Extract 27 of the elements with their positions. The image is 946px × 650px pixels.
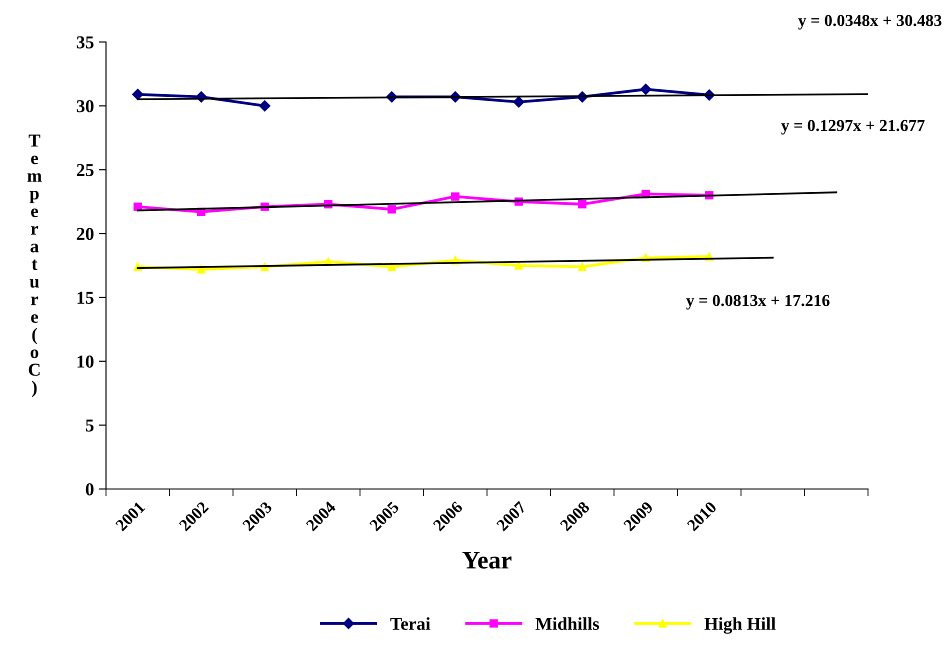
y-tick-label: 0 [86,483,94,496]
point [640,84,652,95]
annotation: y = 0.0813x + 17.216 [686,294,830,310]
point [513,96,524,108]
y-tick-label: 30 [76,100,94,112]
legend-label: High Hill [704,617,776,634]
legend-label: Terai [390,617,430,630]
point [578,200,586,208]
point [259,100,270,112]
annotation: y = 0.1297x + 21.677 [781,120,925,135]
point [514,261,523,270]
point [451,192,460,201]
text: y = 0.0348x + 30.483 [798,14,942,30]
legend-label: Midhills [536,617,600,630]
x-axis-title: Year [462,552,512,569]
y-tick-label: 5 [86,420,94,432]
y-tick-label: 10 [78,356,94,368]
y-tick-label: 15 [78,292,94,304]
text: Temperature (oC) [27,134,42,398]
point [578,262,586,271]
point [134,202,142,211]
y-tick-label: 35 [76,36,94,48]
y-tick-label: 20 [76,228,94,240]
y-tick-label: 25 [76,164,94,176]
point [388,262,396,271]
point [388,205,396,214]
point [132,88,144,100]
